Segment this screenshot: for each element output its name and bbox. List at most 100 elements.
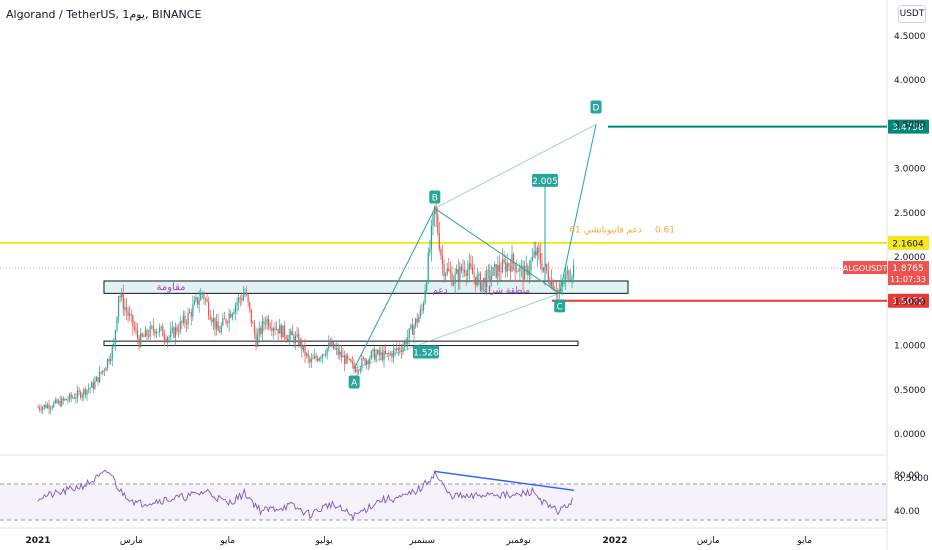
candle-body-300	[511, 254, 513, 272]
candle-body-33	[89, 387, 91, 389]
zone-support[interactable]	[103, 340, 579, 347]
candle-body-323	[547, 271, 549, 281]
candle-body-207	[364, 358, 366, 365]
zone-label-resistance: مقاومة	[156, 282, 185, 293]
candle-body-297	[506, 263, 508, 272]
candle-body-325	[550, 280, 553, 287]
candle-body-179	[320, 357, 322, 359]
pattern-point-B-bg[interactable]	[429, 190, 441, 204]
y-tick-label-2: 3.5000	[894, 120, 926, 130]
candle-body-5	[45, 404, 47, 408]
fib-support-label: دعم فايبوناتشي 61	[569, 226, 642, 236]
candle-body-139	[257, 335, 259, 347]
pattern-point-B[interactable]: B	[432, 193, 438, 203]
candle-body-138	[255, 333, 257, 347]
pattern-leg-ab[interactable]	[353, 208, 436, 369]
pattern-point-A[interactable]: A	[351, 379, 358, 389]
candle-body-46	[110, 358, 112, 362]
last-price-symbol-bg	[843, 261, 887, 275]
pattern-leg-cd[interactable]	[559, 124, 597, 294]
pattern-point-C-bg[interactable]	[554, 299, 566, 313]
candle-body-64	[138, 337, 140, 347]
x-tick-label-4: سبتمبر	[408, 536, 435, 546]
candle-body-276	[473, 274, 475, 278]
candle-body-135	[250, 309, 252, 323]
candle-body-66	[141, 333, 143, 337]
candle-body-202	[356, 370, 358, 372]
candle-body-255	[440, 249, 442, 256]
candle-body-0	[37, 407, 39, 409]
candle-body-50	[116, 316, 118, 331]
candle-body-52	[119, 296, 121, 298]
candle-body-291	[497, 264, 499, 278]
pattern-ratio-2005-bg[interactable]	[532, 173, 558, 187]
y-tick-label-7: 1.0000	[894, 342, 926, 352]
pattern-point-D[interactable]: D	[593, 103, 600, 113]
x-tick-label-8: مايو	[796, 536, 812, 546]
pattern-ratio-1528[interactable]: 1.528	[413, 349, 439, 359]
pattern-point-D-bg[interactable]	[590, 100, 602, 114]
candle-body-252	[435, 206, 437, 215]
candle-body-118	[223, 318, 226, 320]
candle-body-56	[125, 307, 128, 312]
zone-resistance[interactable]	[103, 280, 629, 294]
candle-body-333	[563, 282, 565, 284]
candle-body-226	[394, 348, 396, 350]
candle-body-314	[533, 251, 535, 257]
pattern-leg-bc[interactable]	[434, 208, 560, 294]
drawing-zones[interactable]: مقاومة	[103, 280, 629, 347]
candle-body-109	[209, 315, 211, 320]
candle-body-209	[367, 360, 369, 364]
pattern-ratio-2005[interactable]: 2.005	[532, 177, 558, 187]
candle-body-81	[165, 338, 167, 341]
candle-body-337	[569, 279, 572, 281]
price-label-teal: 3.4758	[892, 123, 924, 133]
pattern-diag-ac[interactable]	[353, 292, 560, 370]
pattern-point-A-bg[interactable]	[348, 375, 360, 389]
candle-body-225	[392, 349, 395, 358]
candle-body-296	[505, 261, 507, 272]
candle-body-330	[558, 290, 560, 292]
candle-body-254	[438, 233, 440, 250]
candle-body-110	[211, 319, 213, 323]
candle-body-12	[56, 399, 58, 403]
candle-body-322	[546, 264, 548, 272]
candle-body-96	[189, 312, 191, 314]
pattern-ratio-1528-bg[interactable]	[413, 345, 439, 359]
candle-body-259	[446, 268, 448, 274]
candle-body-243	[421, 309, 423, 311]
candle-body-14	[59, 400, 61, 406]
candle-body-236	[410, 324, 412, 329]
candle-body-3	[42, 407, 44, 411]
candle-body-192	[340, 351, 342, 358]
candle-body-76	[157, 332, 159, 333]
candle-body-269	[462, 269, 464, 271]
candle-body-82	[166, 337, 169, 341]
candle-body-280	[479, 273, 481, 291]
candle-body-27	[80, 391, 82, 398]
candle-body-21	[70, 394, 72, 398]
currency-badge[interactable]: USDT	[898, 5, 926, 23]
harmonic-pattern[interactable]: A B C D 2.005 1.528 0.61 دعم فايبوناتشي 61 دعم من…	[348, 100, 675, 389]
candle-body-293	[500, 271, 502, 273]
price-label-red-bg	[888, 293, 929, 308]
y-tick-label-4: 2.5000	[894, 209, 926, 219]
symbol-title[interactable]: Algorand / TetherUS, 1يوم, BINANCE	[6, 8, 202, 21]
candle-body-99	[193, 300, 196, 305]
candle-body-319	[541, 263, 543, 271]
candle-body-112	[214, 317, 216, 329]
candle-body-234	[407, 337, 409, 345]
pattern-point-C[interactable]: C	[557, 302, 563, 312]
candle-body-339	[573, 265, 575, 277]
rsi-divergence-line[interactable]	[434, 470, 574, 491]
candle-body-260	[448, 268, 450, 271]
candle-body-256	[441, 255, 444, 265]
candle-body-35	[92, 382, 94, 389]
candle-body-242	[419, 309, 421, 317]
pattern-diag-bd[interactable]	[434, 124, 597, 209]
candle-body-201	[354, 368, 357, 372]
candle-body-134	[249, 302, 251, 310]
candle-body-137	[253, 323, 256, 334]
